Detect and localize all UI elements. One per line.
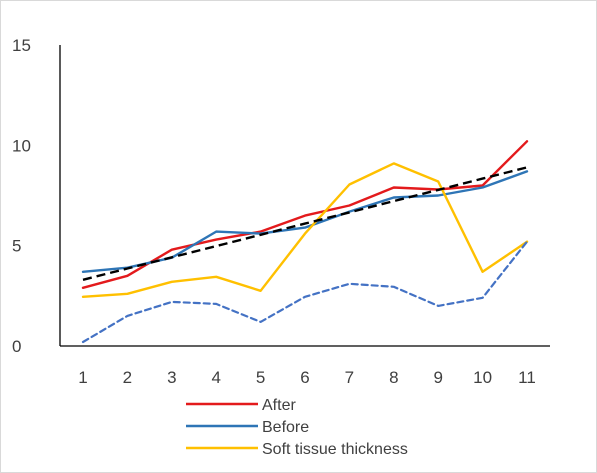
axes	[59, 45, 550, 347]
y-tick-label: 10	[12, 136, 31, 155]
y-tick-label: 15	[12, 36, 31, 55]
x-tick-labels: 1 2 3 4 5 6 7 8 9 10 11	[78, 368, 536, 387]
x-tick-label: 2	[123, 368, 132, 387]
legend-label: After	[262, 397, 296, 414]
legend: After Before Soft tissue thickness	[186, 397, 408, 458]
x-tick-label: 5	[256, 368, 265, 387]
legend-label: Before	[262, 419, 309, 436]
series-line-unnamed-3	[81, 240, 529, 344]
x-tick-label: 11	[518, 368, 536, 387]
series-lines	[81, 140, 529, 344]
x-tick-label: 6	[300, 368, 309, 387]
y-tick-label: 0	[12, 337, 21, 356]
x-tick-label: 9	[433, 368, 442, 387]
x-tick-label: 7	[345, 368, 354, 387]
x-tick-label: 10	[473, 368, 492, 387]
legend-label: Soft tissue thickness	[262, 441, 408, 458]
series-line-soft-tissue-thickness	[81, 162, 529, 298]
x-tick-label: 8	[389, 368, 398, 387]
y-tick-label: 5	[12, 237, 21, 256]
x-tick-label: 3	[167, 368, 176, 387]
x-tick-label: 1	[78, 368, 87, 387]
series-line-after	[81, 140, 529, 289]
x-tick-label: 4	[211, 368, 220, 387]
y-tick-labels: 0 5 10 15	[12, 36, 31, 356]
series-line-unnamed-4	[82, 166, 528, 281]
